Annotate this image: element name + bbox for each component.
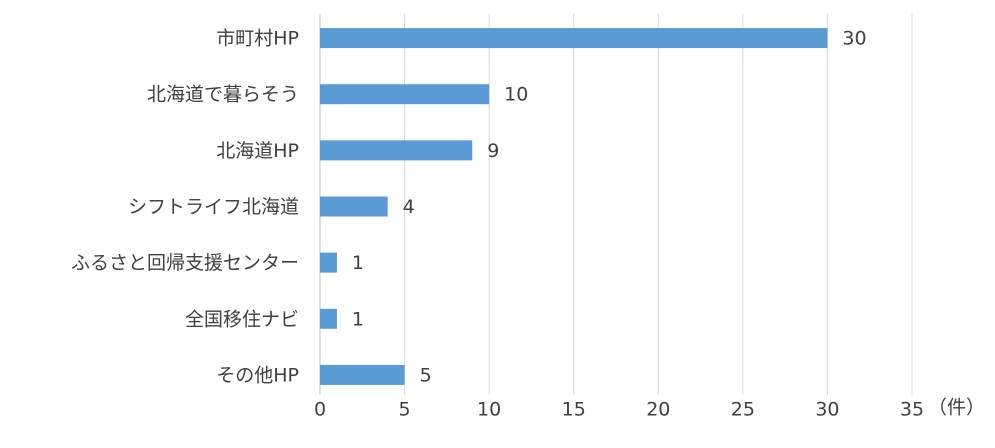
x-tick-label: 5 [399,399,411,421]
bar [320,196,388,217]
bar [320,140,473,161]
y-tick-label: 市町村HP [216,28,299,50]
data-label: 30 [842,28,866,50]
data-label: 9 [487,140,499,162]
x-tick-label: 15 [562,399,586,421]
x-tick-label: 25 [731,399,755,421]
bar [320,364,405,385]
y-tick-label: シフトライフ北海道 [128,196,299,218]
y-tick-label: 北海道で暮らそう [147,84,299,106]
x-tick-label: 30 [815,399,839,421]
bar [320,28,828,49]
bar [320,308,337,329]
y-tick-label: ふるさと回帰支援センター [71,252,299,274]
data-label: 4 [403,196,415,218]
y-tick-label: その他HP [216,364,299,386]
data-label: 10 [504,84,528,106]
x-tick-label: 0 [314,399,326,421]
x-axis-label: （件） [928,397,985,419]
y-tick-label: 全国移住ナビ [185,308,299,330]
x-tick-label: 10 [477,399,501,421]
data-label: 5 [420,364,432,386]
bar [320,252,337,273]
data-label: 1 [352,308,364,330]
x-tick-label: 20 [646,399,670,421]
bar [320,84,490,105]
x-tick-label: 35 [900,399,924,421]
y-tick-label: 北海道HP [216,140,299,162]
data-label: 1 [352,252,364,274]
